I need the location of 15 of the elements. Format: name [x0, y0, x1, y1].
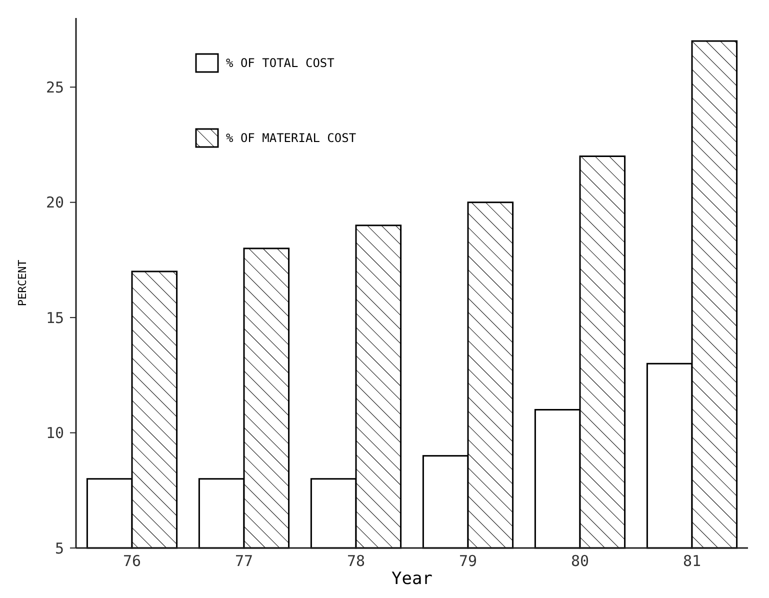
y-tick-label: 10 — [46, 424, 64, 442]
x-tick-label: 81 — [682, 552, 702, 570]
y-tick-label: 25 — [46, 78, 64, 96]
x-tick-label: 77 — [234, 552, 254, 570]
x-tick-label: 80 — [570, 552, 590, 570]
x-axis-title: Year — [392, 569, 432, 589]
legend-label: % OF MATERIAL COST — [226, 131, 356, 146]
x-tick-label: 79 — [458, 552, 478, 570]
legend-label: % OF TOTAL COST — [226, 56, 334, 70]
y-tick-label: 5 — [54, 539, 64, 558]
y-tick-label: 20 — [46, 194, 64, 212]
y-axis-title: PERCENT — [16, 259, 29, 306]
x-tick-label: 78 — [346, 552, 366, 570]
x-tick-label: 76 — [122, 552, 142, 570]
y-tick-label: 15 — [46, 308, 64, 327]
